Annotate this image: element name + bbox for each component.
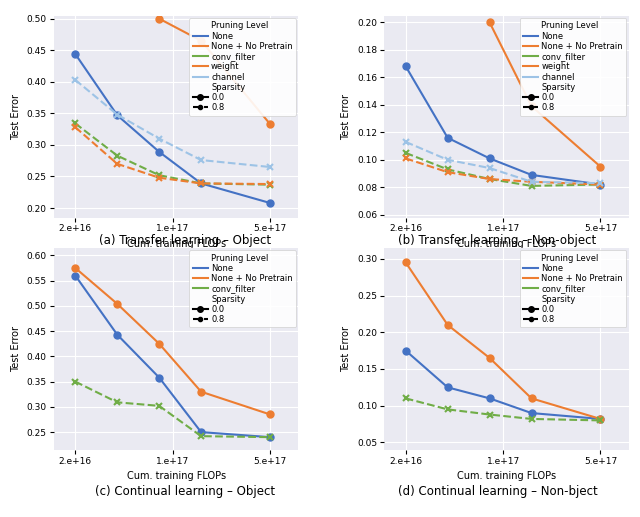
Legend: Pruning Level, None, None + No Pretrain, conv_filter, weight, channel, Sparsity,: Pruning Level, None, None + No Pretrain,… (520, 18, 627, 116)
Y-axis label: Test Error: Test Error (342, 94, 351, 140)
Y-axis label: Test Error: Test Error (11, 326, 21, 372)
Text: (c) Continual learning – Object: (c) Continual learning – Object (95, 485, 275, 498)
Y-axis label: Test Error: Test Error (11, 94, 21, 140)
Text: (d) Continual learning – Non-bject: (d) Continual learning – Non-bject (397, 485, 597, 498)
X-axis label: Cum. training FLOPs: Cum. training FLOPs (457, 239, 556, 249)
X-axis label: Cum. training FLOPs: Cum. training FLOPs (127, 472, 226, 481)
Legend: Pruning Level, None, None + No Pretrain, conv_filter, weight, channel, Sparsity,: Pruning Level, None, None + No Pretrain,… (189, 18, 296, 116)
Text: (b) Transfer learning – Non-object: (b) Transfer learning – Non-object (398, 234, 596, 247)
Legend: Pruning Level, None, None + No Pretrain, conv_filter, Sparsity, 0.0, 0.8: Pruning Level, None, None + No Pretrain,… (520, 250, 627, 327)
Legend: Pruning Level, None, None + No Pretrain, conv_filter, Sparsity, 0.0, 0.8: Pruning Level, None, None + No Pretrain,… (189, 250, 296, 327)
X-axis label: Cum. training FLOPs: Cum. training FLOPs (457, 472, 556, 481)
X-axis label: Cum. training FLOPs: Cum. training FLOPs (127, 239, 226, 249)
Y-axis label: Test Error: Test Error (342, 326, 351, 372)
Text: (a) Transfer learning – Object: (a) Transfer learning – Object (99, 234, 271, 247)
